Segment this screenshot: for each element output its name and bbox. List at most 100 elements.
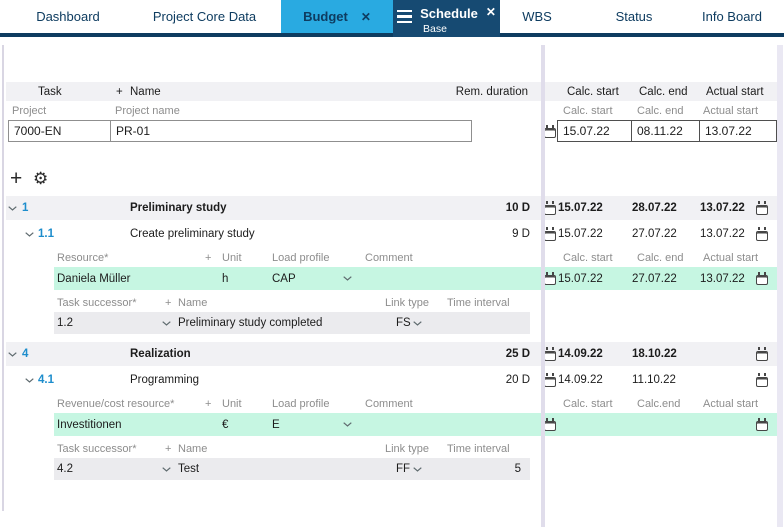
vertical-scrollbar[interactable] — [777, 45, 783, 527]
revenue-resource-row[interactable]: Investitionen € E — [0, 413, 784, 436]
col-header-task[interactable]: Task — [38, 85, 62, 98]
chevron-down-icon[interactable] — [413, 458, 422, 480]
calendar-icon[interactable] — [756, 267, 768, 290]
link-type-value[interactable]: FS — [396, 317, 411, 329]
close-icon[interactable]: ✕ — [485, 5, 496, 19]
tab-label: Project Core Data — [152, 9, 257, 24]
calendar-icon[interactable] — [544, 222, 556, 246]
pane-splitter[interactable] — [541, 45, 545, 527]
project-name-input[interactable]: PR-01 — [110, 120, 472, 142]
project-input-row: 7000-EN PR-01 15.07.22 08.11.22 13.07.22 — [0, 120, 784, 143]
chevron-down-icon[interactable] — [162, 312, 171, 334]
row-bg — [54, 312, 530, 334]
col-header-name[interactable]: Name — [130, 85, 161, 98]
tab-info-board[interactable]: Info Board — [686, 0, 778, 33]
project-id-input[interactable]: 7000-EN — [8, 120, 111, 142]
calc-start: 14.09.22 — [558, 348, 603, 360]
task-number: 4 — [22, 348, 29, 360]
task-number: 1.1 — [38, 228, 54, 240]
calc-start-sublabel: Calc. start — [563, 104, 613, 117]
col-header-actual-start[interactable]: Actual start — [706, 85, 764, 98]
load-profile-col-label: Load profile — [272, 252, 330, 264]
add-resource-icon[interactable]: + — [205, 252, 212, 264]
actual-start: 13.07.22 — [700, 228, 745, 240]
calendar-icon[interactable] — [756, 368, 768, 392]
tab-status[interactable]: Status — [598, 0, 670, 33]
load-profile-value[interactable]: E — [272, 418, 280, 431]
successor-id[interactable]: 1.2 — [57, 317, 73, 329]
time-interval-value[interactable] — [430, 312, 521, 334]
calendar-icon[interactable] — [544, 413, 556, 436]
tab-dashboard[interactable]: Dashboard — [18, 0, 118, 33]
chevron-down-icon[interactable] — [343, 413, 352, 436]
project-actual-start-input[interactable]: 13.07.22 — [699, 120, 777, 142]
tab-project-core-data[interactable]: Project Core Data — [132, 0, 277, 33]
load-profile-value[interactable]: CAP — [272, 272, 296, 285]
col-header-calc-end[interactable]: Calc. end — [639, 85, 688, 98]
tab-schedule[interactable]: Schedule ✕ Base — [393, 0, 500, 37]
resource-header-row: Resource* + Unit Load profile Comment Ca… — [0, 251, 784, 265]
chevron-down-icon[interactable] — [343, 267, 352, 290]
expander-icon[interactable] — [8, 342, 17, 366]
calc-start: 15.07.22 — [558, 202, 603, 214]
unit-col-label: Unit — [222, 398, 242, 410]
resource-name[interactable]: Daniela Müller — [57, 272, 131, 285]
task-number: 1 — [22, 202, 29, 214]
row-bg — [545, 342, 777, 366]
add-successor-icon[interactable]: + — [165, 443, 172, 455]
chevron-down-icon[interactable] — [162, 458, 171, 480]
comment-col-label: Comment — [365, 252, 413, 264]
add-task-icon[interactable]: + — [116, 85, 123, 98]
calendar-icon[interactable] — [544, 196, 556, 220]
actual-start-sublabel: Actual start — [703, 104, 759, 117]
task-name: Realization — [130, 348, 191, 360]
calendar-icon[interactable] — [544, 267, 556, 290]
calendar-icon[interactable] — [544, 120, 556, 143]
calendar-icon[interactable] — [544, 368, 556, 392]
name-col-label: Name — [178, 443, 208, 455]
close-icon[interactable]: ✕ — [360, 9, 371, 24]
task-row-4-1[interactable]: 4.1 Programming 20 D 14.09.22 11.10.22 — [0, 368, 784, 392]
link-type-value[interactable]: FF — [396, 463, 411, 475]
project-name-value: PR-01 — [116, 124, 151, 138]
calc-end: 11.10.22 — [632, 374, 676, 386]
resource-unit[interactable]: € — [222, 418, 229, 431]
task-row-1-1[interactable]: 1.1 Create preliminary study 9 D 15.07.2… — [0, 222, 784, 246]
load-profile-col-label: Load profile — [272, 398, 330, 410]
tab-wbs[interactable]: WBS — [503, 0, 571, 33]
task-row-1[interactable]: 1 Preliminary study 10 D 15.07.22 28.07.… — [0, 196, 784, 220]
successor-id[interactable]: 4.2 — [57, 463, 73, 475]
add-resource-icon[interactable]: + — [205, 398, 212, 410]
successor-row[interactable]: 4.2 Test FF 5 — [0, 458, 784, 480]
tab-label: WBS — [522, 9, 552, 24]
add-successor-icon[interactable]: + — [165, 297, 172, 309]
expander-icon[interactable] — [25, 222, 34, 246]
calendar-icon[interactable] — [756, 342, 768, 366]
task-row-4[interactable]: 4 Realization 25 D 14.09.22 18.10.22 — [0, 342, 784, 366]
time-interval-value[interactable]: 5 — [514, 463, 521, 475]
row-bg — [54, 267, 541, 290]
expander-icon[interactable] — [25, 368, 34, 392]
chevron-down-icon[interactable] — [413, 312, 422, 334]
tab-label: Schedule — [420, 6, 478, 21]
calendar-icon[interactable] — [756, 196, 768, 220]
calendar-icon[interactable] — [756, 413, 768, 436]
col-header-calc-start[interactable]: Calc. start — [567, 85, 619, 98]
successor-row[interactable]: 1.2 Preliminary study completed FS — [0, 312, 784, 334]
project-calc-start-input[interactable]: 15.07.22 — [557, 120, 632, 142]
add-row-button[interactable]: + — [10, 166, 22, 190]
expander-icon[interactable] — [8, 196, 17, 220]
calendar-icon[interactable] — [544, 342, 556, 366]
col-header-rem-duration[interactable]: Rem. duration — [455, 85, 528, 98]
project-calc-end-input[interactable]: 08.11.22 — [631, 120, 700, 142]
resource-row[interactable]: Daniela Müller h CAP 15.07.22 27.07.22 1… — [0, 267, 784, 290]
plus-icon: + — [10, 166, 23, 190]
menu-icon[interactable] — [397, 10, 413, 24]
calc-start-value: 15.07.22 — [563, 124, 610, 138]
tab-budget[interactable]: Budget ✕ — [281, 0, 393, 33]
actual-start-value: 13.07.22 — [705, 124, 752, 138]
resource-name[interactable]: Investitionen — [57, 418, 122, 431]
resource-unit[interactable]: h — [222, 272, 229, 285]
settings-button[interactable]: ⚙ — [33, 166, 48, 190]
calendar-icon[interactable] — [756, 222, 768, 246]
